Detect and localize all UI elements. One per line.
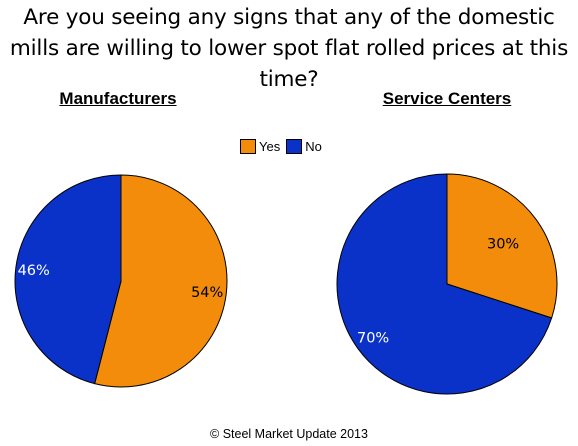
legend-swatch-no [286,139,303,154]
legend: Yes No [240,139,328,154]
legend-swatch-yes [240,139,256,154]
pie-label-manufacturers-yes: 54% [191,285,223,301]
pie-slice-service-centers-no [336,173,553,395]
pie-label-service-centers-no: 70% [357,331,389,347]
legend-item-no: No [286,139,322,154]
chart-title-manufacturers: Manufacturers [59,89,177,108]
legend-label-yes: Yes [259,139,281,154]
pie-slice-service-centers-yes [446,173,558,319]
pie-label-service-centers-yes: 30% [487,236,519,252]
page-title: Are you seeing any signs that any of the… [9,5,569,92]
legend-label-no: No [305,139,322,154]
legend-item-yes: Yes [240,139,280,154]
copyright-footer: © Steel Market Update 2013 [210,427,368,441]
pie-slice-manufacturers-yes [94,174,228,388]
chart-title-service-centers: Service Centers [382,89,512,108]
pie-slice-manufacturers-no [14,174,122,385]
pie-label-manufacturers-no: 46% [18,263,50,279]
